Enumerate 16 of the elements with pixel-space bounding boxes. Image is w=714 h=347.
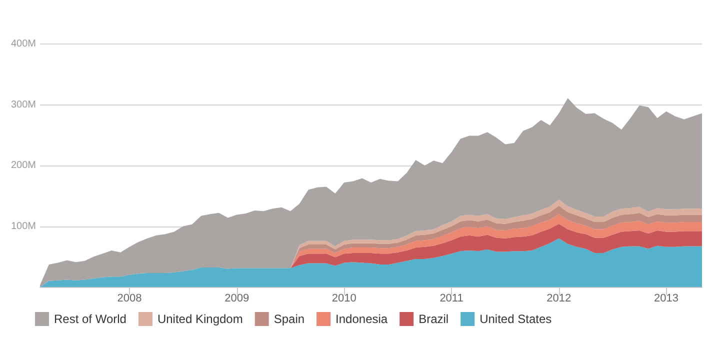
legend-label: Spain: [274, 312, 305, 326]
x-tick-label: 2009: [224, 292, 250, 304]
x-tick-label: 2012: [546, 292, 572, 304]
legend-label: Brazil: [418, 312, 449, 326]
x-tick-label: 2008: [117, 292, 142, 304]
legend-label: United Kingdom: [157, 312, 243, 326]
y-tick-label: 400M: [11, 38, 36, 50]
y-tick-label: 200M: [11, 160, 36, 171]
y-tick-label: 300M: [11, 99, 36, 110]
x-tick-label: 2011: [440, 292, 464, 304]
legend-label: United States: [480, 312, 552, 326]
legend-label: Indonesia: [336, 312, 388, 326]
y-tick-label: 100M: [11, 220, 36, 232]
x-tick-label: 2010: [332, 292, 356, 304]
legend-label: Rest of World: [54, 312, 126, 326]
x-tick-label: 2013: [654, 292, 678, 304]
